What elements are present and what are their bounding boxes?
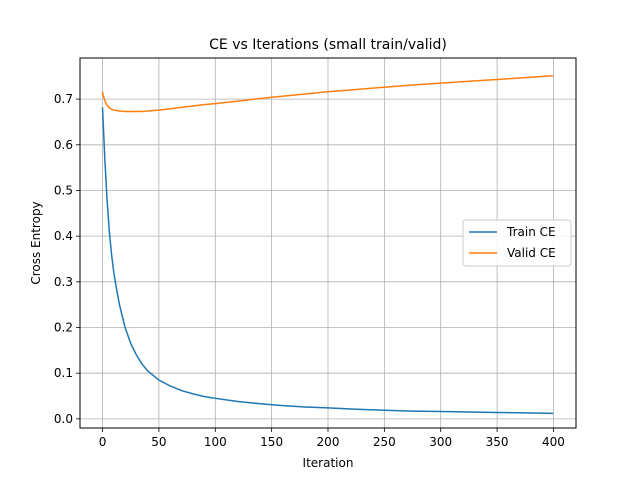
x-tick-label: 50 [151,435,166,449]
x-tick-label: 350 [486,435,509,449]
y-tick-label: 0.3 [54,275,73,289]
x-tick-label: 150 [260,435,283,449]
legend-label-valid: Valid CE [507,246,556,260]
y-tick-label: 0.6 [54,138,73,152]
y-tick-label: 0.1 [54,366,73,380]
chart-title: CE vs Iterations (small train/valid) [209,37,447,53]
x-tick-label: 250 [373,435,396,449]
y-tick-label: 0.0 [54,412,73,426]
y-tick-label: 0.4 [54,229,73,243]
y-tick-label: 0.7 [54,92,73,106]
y-axis-label: Cross Entropy [29,201,43,284]
y-tick-label: 0.2 [54,321,73,335]
legend-label-train: Train CE [506,225,556,239]
x-tick-label: 200 [317,435,340,449]
valid-ce-line [101,75,554,113]
y-tick-label: 0.5 [54,183,73,197]
tick-layer: 0 50 100 150 200 250 300 350 400 0.0 0.1 0.2 0.3 0.4 0… [54,92,565,449]
train-ce-line [101,107,554,415]
x-tick-label: 100 [204,435,227,449]
series-layer [101,75,554,415]
x-tick-label: 400 [542,435,565,449]
legend: Train CE Valid CE [462,219,572,267]
x-tick-label: 300 [429,435,452,449]
x-tick-label: 0 [99,435,107,449]
x-axis-label: Iteration [303,456,354,470]
